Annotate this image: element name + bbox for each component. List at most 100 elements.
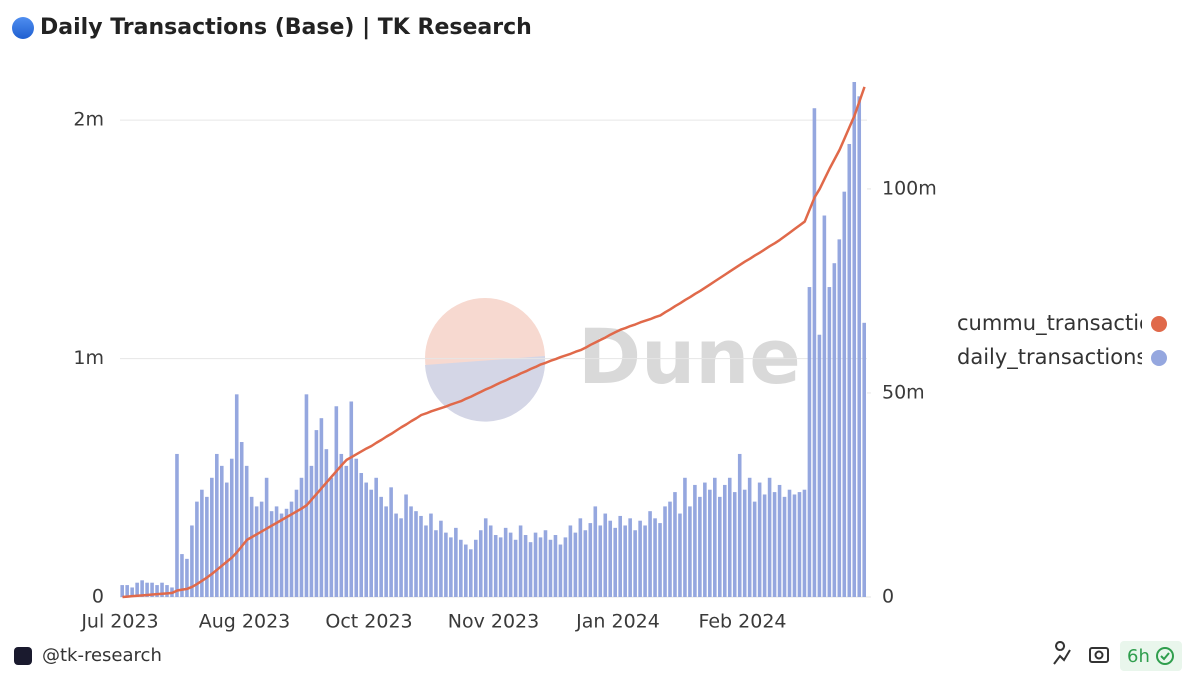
bar <box>379 496 383 597</box>
bar <box>538 537 543 597</box>
bar <box>145 582 149 597</box>
bar <box>628 518 632 597</box>
bar <box>508 532 513 597</box>
bar <box>827 287 832 597</box>
bar <box>648 511 652 597</box>
footer: @tk-research 6h <box>14 641 1182 671</box>
bar <box>737 453 742 597</box>
bar <box>140 580 144 597</box>
bar <box>389 487 393 597</box>
bar <box>473 539 478 597</box>
bar <box>533 532 538 597</box>
bar <box>802 489 807 597</box>
bar <box>713 477 717 597</box>
legend-entries: cummu_transactions daily_transactions <box>957 311 1142 370</box>
bar <box>229 458 234 597</box>
bar <box>444 532 448 597</box>
bar <box>678 513 682 597</box>
bar <box>638 520 642 597</box>
bar <box>688 506 692 597</box>
bar <box>857 96 862 598</box>
bar <box>618 515 622 597</box>
bar <box>732 492 737 597</box>
bar <box>299 477 304 597</box>
bar <box>464 544 468 597</box>
bar <box>125 585 129 597</box>
bar <box>718 496 722 597</box>
bar <box>185 558 189 597</box>
check-icon <box>1156 647 1174 665</box>
bar <box>354 458 359 597</box>
bar <box>180 554 184 597</box>
bar <box>329 477 334 597</box>
bar <box>862 322 867 597</box>
bar <box>349 401 354 597</box>
bar <box>757 482 762 597</box>
bar <box>334 406 339 597</box>
x-tick-label: Feb 2024 <box>698 611 786 633</box>
bar <box>777 484 782 597</box>
camera-icon[interactable] <box>1089 647 1109 663</box>
bar <box>583 530 588 597</box>
bar <box>249 496 254 597</box>
bar <box>165 585 169 597</box>
bar <box>284 508 289 597</box>
bar <box>493 535 498 597</box>
bar <box>742 489 747 597</box>
x-tick-label: Jan 2024 <box>575 611 660 633</box>
legend: cummu_transactions daily_transactions <box>957 311 1167 370</box>
bar <box>264 477 269 597</box>
bar <box>483 518 488 597</box>
bar <box>478 530 483 597</box>
y2-tick-label: 0 <box>882 586 894 608</box>
bar <box>603 513 608 597</box>
title-icon <box>12 17 34 39</box>
bar <box>419 515 423 597</box>
bar <box>568 525 573 597</box>
bar <box>429 513 433 597</box>
bar <box>439 520 443 597</box>
bar <box>254 506 259 597</box>
bar <box>852 82 857 597</box>
bar <box>324 449 329 597</box>
bar <box>369 489 373 597</box>
legend-swatch <box>1151 350 1167 366</box>
bar <box>160 582 164 597</box>
icon[interactable] <box>1053 641 1071 665</box>
bar <box>304 394 309 597</box>
chart-title: Daily Transactions (Base) | TK Research <box>40 15 532 40</box>
bar <box>449 537 453 597</box>
bar <box>668 501 672 597</box>
line <box>122 86 866 599</box>
bar <box>817 334 822 597</box>
bar <box>727 477 732 597</box>
bar <box>653 518 657 597</box>
bar <box>469 549 473 597</box>
bar <box>588 523 593 597</box>
bar <box>847 143 852 598</box>
watermark: Dune <box>425 298 801 422</box>
bar <box>394 513 398 597</box>
x-tick-label: Oct 2023 <box>325 611 412 633</box>
bar <box>762 494 767 597</box>
bar <box>195 501 199 597</box>
bar <box>693 484 697 597</box>
avatar <box>14 647 32 665</box>
bar <box>663 506 667 597</box>
bar <box>842 191 847 598</box>
bar <box>424 525 428 597</box>
bar <box>234 394 239 597</box>
bar <box>414 511 418 597</box>
plot: 0 1m 2m 0 50m 100m Jul 2023 Aug 2023 Oct 2023 Nov… <box>73 82 937 633</box>
bar <box>518 525 523 597</box>
bar <box>339 453 344 597</box>
bar <box>698 496 702 597</box>
x-tick-label: Aug 2023 <box>199 611 291 633</box>
bar <box>120 585 124 597</box>
bar <box>772 492 777 597</box>
bar <box>658 523 662 597</box>
legend-swatch <box>1151 316 1167 332</box>
bar <box>523 535 528 597</box>
bar <box>244 465 249 597</box>
